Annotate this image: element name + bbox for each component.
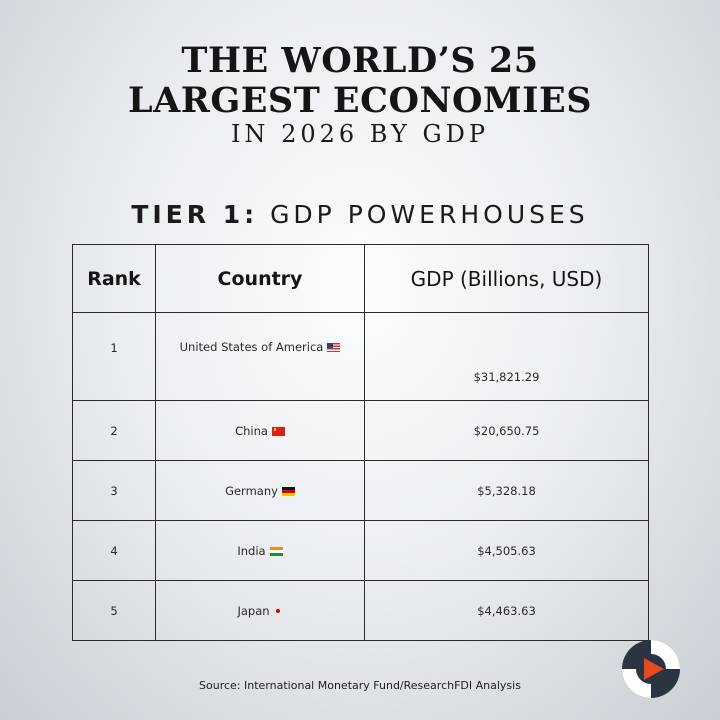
rank-cell: 4 — [72, 520, 156, 581]
rank-cell: 1 — [72, 312, 156, 401]
country-name: China — [235, 423, 268, 438]
rank-column-header: Rank — [72, 244, 156, 313]
table-row: 4 India $4,505.63 — [72, 520, 649, 581]
section-prefix: TIER 1: — [131, 200, 259, 229]
country-cell: Germany — [155, 460, 365, 521]
country-cell: India — [155, 520, 365, 581]
germany-flag-icon — [281, 486, 295, 496]
country-cell: Japan — [155, 580, 365, 641]
country-name: Japan — [237, 603, 270, 618]
gdp-table: Rank Country GDP (Billions, USD) 1 Unite… — [72, 244, 649, 641]
country-cell: China — [155, 400, 365, 461]
rank-cell: 5 — [72, 580, 156, 641]
researchfdi-logo-icon — [622, 640, 680, 698]
section-heading: TIER 1: GDP POWERHOUSES — [0, 200, 720, 229]
section-label: GDP POWERHOUSES — [270, 200, 589, 229]
us-flag-icon — [327, 343, 341, 352]
table-row: 2 China $20,650.75 — [72, 400, 649, 461]
source-note: Source: International Monetary Fund/Rese… — [199, 679, 521, 692]
india-flag-icon — [269, 546, 283, 556]
japan-flag-icon — [274, 607, 283, 616]
gdp-column-header: GDP (Billions, USD) — [364, 244, 649, 313]
china-flag-icon — [271, 426, 285, 436]
title-line-2: LARGEST ECONOMIES — [128, 80, 592, 121]
table-header-row: Rank Country GDP (Billions, USD) — [72, 244, 649, 313]
gdp-cell: $5,328.18 — [364, 460, 649, 521]
gdp-cell: $4,505.63 — [364, 520, 649, 581]
title-line-3: IN 2026 BY GDP — [230, 120, 490, 148]
table-row: 3 Germany $5,328.18 — [72, 460, 649, 521]
country-name: Germany — [225, 483, 278, 498]
gdp-cell: $4,463.63 — [364, 580, 649, 641]
gdp-cell: $31,821.29 — [364, 312, 649, 401]
table-row: 5 Japan $4,463.63 — [72, 580, 649, 641]
country-column-header: Country — [155, 244, 365, 313]
country-name: United States of America — [179, 340, 324, 354]
title-line-1: THE WORLD’S 25 — [181, 40, 539, 81]
rank-cell: 2 — [72, 400, 156, 461]
rank-cell: 3 — [72, 460, 156, 521]
country-name: India — [237, 543, 266, 558]
gdp-cell: $20,650.75 — [364, 400, 649, 461]
country-cell: United States of America — [155, 312, 365, 401]
table-row: 1 United States of America $31,821.29 — [72, 312, 649, 401]
